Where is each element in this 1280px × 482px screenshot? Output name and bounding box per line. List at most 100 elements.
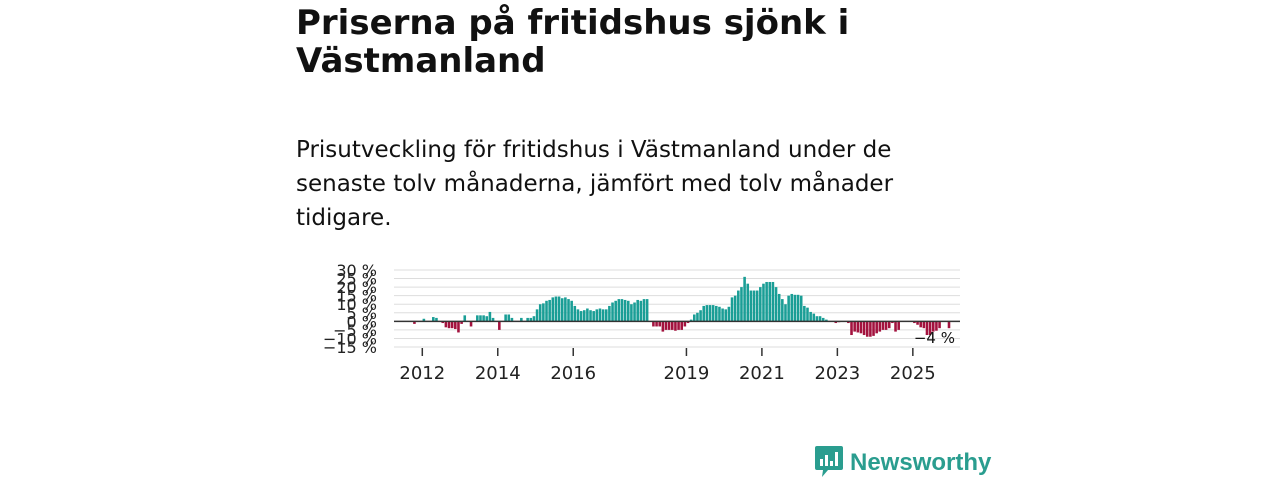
bar: [658, 321, 661, 327]
bar: [887, 321, 891, 329]
bar: [884, 321, 888, 330]
bar: [777, 293, 781, 322]
bar: [548, 299, 551, 322]
bar: [821, 317, 825, 322]
bar: [450, 321, 454, 329]
bar: [925, 321, 929, 336]
bar: [865, 321, 869, 337]
y-tick-label: −10 %: [323, 329, 377, 348]
y-tick-label: 30 %: [336, 261, 377, 280]
bar: [592, 311, 595, 322]
bar: [498, 321, 501, 330]
bar: [488, 311, 492, 322]
bar: [894, 321, 897, 332]
bar: [435, 317, 438, 322]
y-tick-label: −5 %: [333, 321, 377, 340]
bar: [875, 321, 878, 334]
bar: [730, 297, 734, 322]
bar: [856, 321, 860, 333]
bar: [655, 321, 658, 327]
bar: [759, 287, 762, 322]
bar: [469, 321, 473, 327]
bar: [611, 302, 614, 322]
bar: [674, 321, 677, 331]
bar: [733, 295, 737, 322]
chart-bars: [413, 276, 951, 337]
bar: [787, 295, 790, 322]
bar: [853, 321, 856, 332]
bar: [633, 302, 636, 322]
x-tick-label: 2019: [664, 363, 710, 384]
bar: [441, 321, 445, 324]
bar: [781, 299, 784, 322]
bar: [454, 321, 457, 330]
bar: [614, 300, 617, 322]
bar: [642, 299, 646, 322]
y-tick-label: 0 %: [347, 312, 377, 331]
bar: [504, 314, 507, 322]
bar: [645, 299, 649, 322]
bar: [545, 300, 548, 322]
bar: [881, 321, 885, 330]
bar: [825, 319, 828, 322]
bar: [784, 304, 787, 322]
bar: [636, 299, 639, 322]
bar: [872, 321, 875, 336]
newsworthy-logo-icon: [814, 444, 844, 482]
bar: [589, 310, 592, 322]
bar: [721, 308, 724, 322]
bar: [869, 321, 872, 337]
newsworthy-brand[interactable]: Newsworthy: [814, 446, 991, 480]
bar: [623, 299, 627, 322]
bar: [708, 305, 712, 322]
bar: [604, 309, 608, 322]
bar: [463, 315, 467, 322]
bar: [947, 321, 951, 329]
bar: [746, 283, 750, 322]
bar: [447, 321, 451, 329]
bar: [878, 321, 882, 332]
bar: [790, 293, 794, 322]
bar: [630, 304, 633, 322]
last-value-label: −4 %: [914, 329, 955, 347]
bar: [444, 321, 448, 328]
page-subtitle: Prisutveckling för fritidshus i Västmanl…: [296, 137, 894, 231]
bar: [608, 305, 611, 322]
bar: [557, 296, 561, 322]
bar: [485, 316, 489, 322]
bar: [771, 281, 775, 322]
bar: [598, 308, 602, 322]
bar: [711, 305, 715, 322]
bar: [620, 299, 624, 322]
x-tick-label: 2014: [475, 363, 521, 384]
bar: [507, 314, 511, 322]
y-tick-label: 10 %: [336, 295, 377, 314]
bar: [809, 311, 812, 322]
x-tick-label: 2016: [550, 363, 596, 384]
bar: [639, 300, 643, 322]
x-tick-label: 2021: [739, 363, 785, 384]
bar: [680, 321, 684, 330]
bar: [935, 321, 938, 331]
bar: [532, 316, 536, 322]
bar: [749, 290, 753, 322]
bar: [705, 305, 709, 322]
bar: [457, 321, 460, 333]
x-tick-label: 2025: [890, 363, 936, 384]
bar: [696, 312, 699, 322]
bar: [652, 321, 655, 327]
bar: [793, 294, 797, 322]
bar: [520, 317, 523, 322]
bar: [567, 299, 570, 322]
y-tick-label: 20 %: [336, 278, 377, 297]
bar: [897, 321, 900, 330]
bar: [667, 321, 671, 330]
bar: [737, 290, 740, 322]
bar: [570, 300, 573, 322]
chart-grid: [394, 269, 960, 348]
bar: [422, 318, 426, 322]
bar: [560, 298, 564, 322]
bar: [538, 304, 542, 322]
bar: [727, 306, 731, 322]
